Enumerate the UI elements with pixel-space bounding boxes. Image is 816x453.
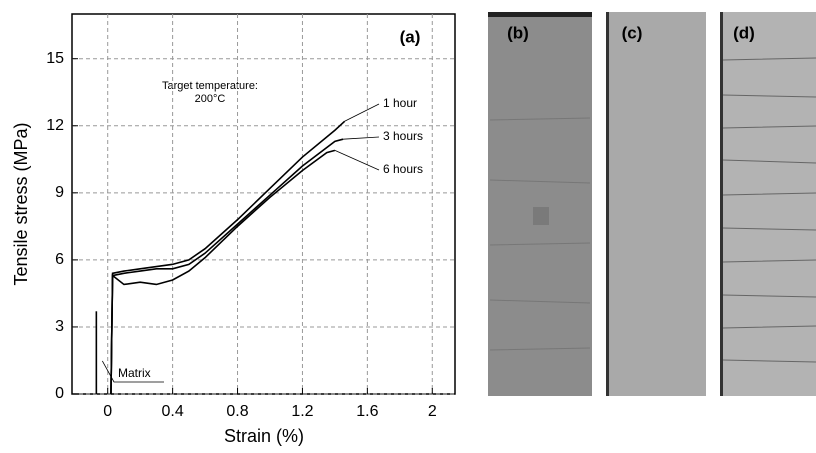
y-tick-label: 0 bbox=[55, 385, 64, 402]
leader-line bbox=[101, 360, 164, 383]
y-tick-label: 12 bbox=[46, 117, 64, 134]
x-tick-label: 1.2 bbox=[291, 403, 313, 420]
y-tick-label: 3 bbox=[55, 318, 64, 335]
x-tick-label: 0 bbox=[103, 403, 112, 420]
photos: (b) (c) (d) bbox=[488, 12, 816, 396]
series-label: Matrix bbox=[118, 366, 151, 380]
photo bbox=[606, 12, 706, 396]
series-line bbox=[110, 138, 344, 395]
x-tick-label: 1.6 bbox=[356, 403, 378, 420]
x-axis-label: Strain (%) bbox=[224, 426, 304, 446]
cracks bbox=[489, 57, 816, 363]
photo-label: (c) bbox=[622, 23, 643, 42]
series-label: 6 hours bbox=[383, 162, 423, 176]
photo bbox=[488, 12, 592, 396]
x-tick-label: 0.8 bbox=[226, 403, 248, 420]
leader-line bbox=[344, 103, 380, 122]
series-line bbox=[110, 120, 346, 395]
photo-label: (d) bbox=[733, 23, 755, 42]
photo-edge bbox=[606, 12, 609, 396]
y-tick-label: 9 bbox=[55, 184, 64, 201]
photo bbox=[720, 12, 816, 396]
x-tick-label: 0.4 bbox=[161, 403, 183, 420]
leader-line bbox=[334, 149, 380, 171]
annotation: 200°C bbox=[195, 93, 226, 105]
photo-edge bbox=[720, 12, 723, 396]
crack bbox=[722, 57, 816, 363]
series-label: 1 hour bbox=[383, 96, 417, 110]
series-label: 3 hours bbox=[383, 129, 423, 143]
panel-label: (a) bbox=[400, 27, 421, 46]
x-tick-label: 2 bbox=[428, 403, 437, 420]
y-tick-label: 6 bbox=[55, 251, 64, 268]
series-line bbox=[110, 149, 336, 395]
photo-edge bbox=[488, 12, 592, 17]
photo-spot bbox=[533, 207, 549, 225]
photo-label: (b) bbox=[507, 23, 529, 42]
crack bbox=[489, 117, 591, 351]
annotation: Target temperature: bbox=[162, 80, 258, 92]
y-axis-label: Tensile stress (MPa) bbox=[11, 122, 31, 285]
leader-line bbox=[342, 136, 380, 140]
y-tick-label: 15 bbox=[46, 50, 64, 67]
